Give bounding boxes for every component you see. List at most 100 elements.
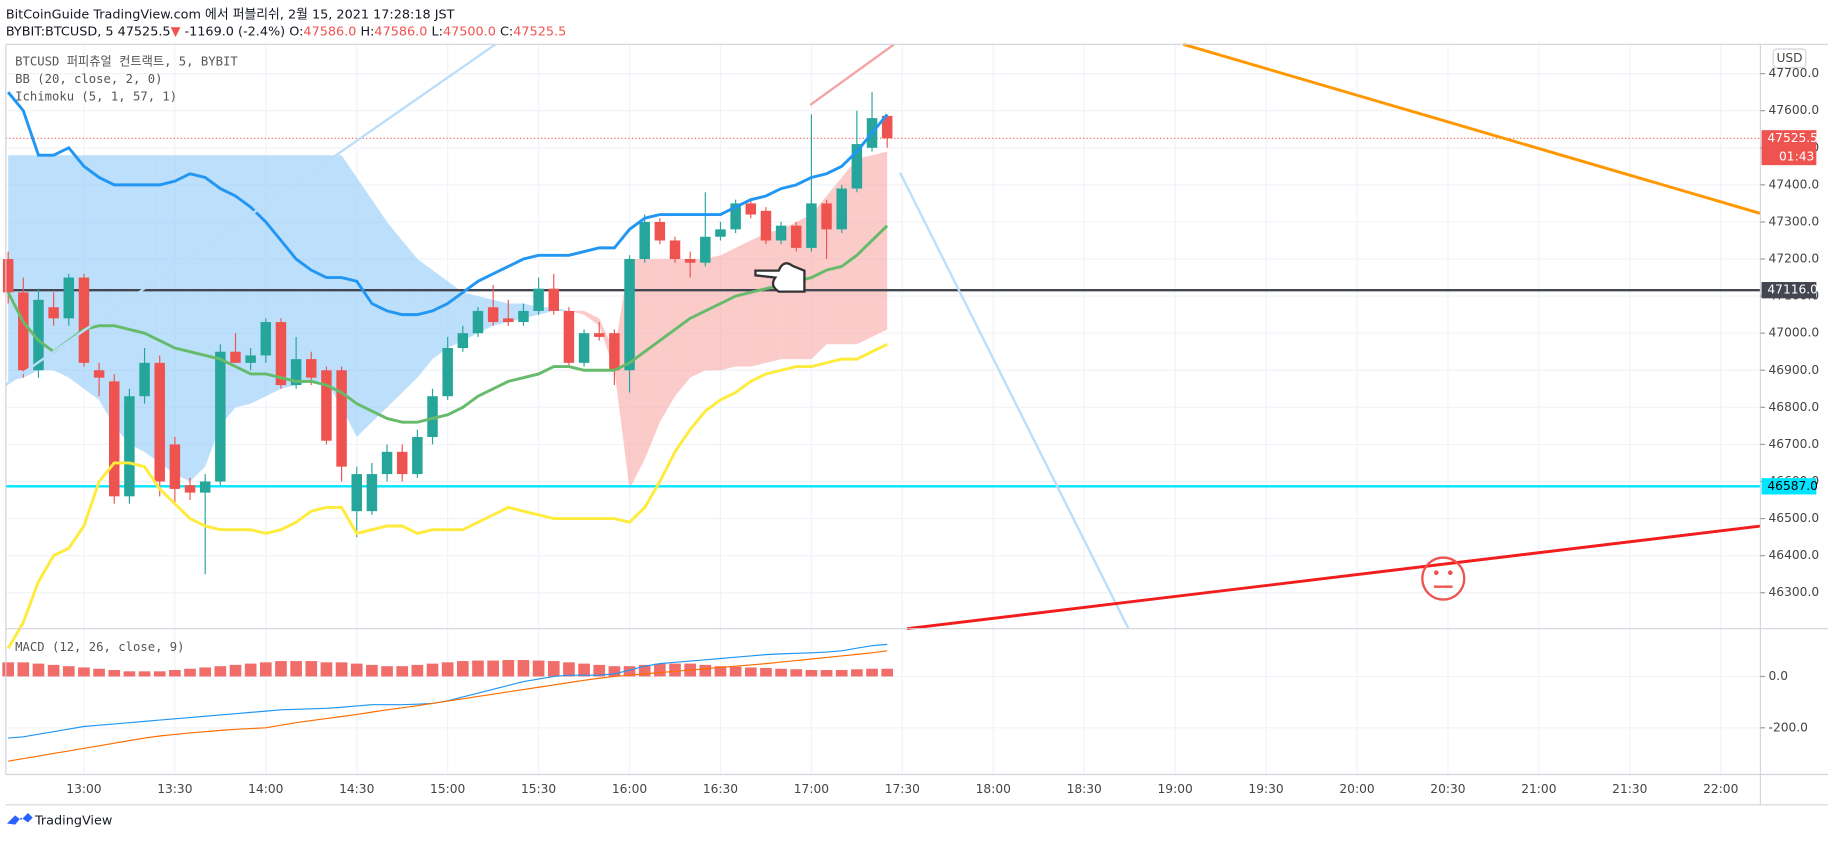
candle-body — [321, 370, 332, 441]
histogram-bar — [381, 666, 393, 677]
emoji-eye — [1433, 570, 1439, 576]
histogram-bar — [320, 662, 333, 677]
x-tick-label: 16:00 — [612, 782, 647, 796]
axes: USD 47700.047600.047500.047400.047300.04… — [5, 43, 1828, 806]
histogram-bar — [820, 670, 833, 677]
candle-body — [457, 333, 469, 349]
candle-body — [78, 277, 90, 363]
symbol-line: BYBIT:BTCUSD, 5 47525.5▼ -1169.0 (-2.4%)… — [6, 24, 566, 39]
histogram-bar — [426, 663, 439, 677]
candle-body — [593, 333, 605, 337]
candle-body — [639, 221, 650, 260]
candle-body — [290, 359, 302, 386]
candle-body — [730, 203, 741, 230]
y-tick-label: 46900.0 — [1769, 363, 1820, 377]
candle-body — [18, 292, 29, 371]
histogram-bar — [366, 664, 378, 677]
histogram-bar — [123, 671, 136, 677]
histogram-bar — [138, 671, 151, 677]
histogram-bar — [532, 660, 545, 677]
cloud-segment — [371, 199, 388, 423]
histogram-bar — [563, 662, 575, 677]
price-label: 47525.5 — [1767, 131, 1818, 145]
histogram-bar — [259, 662, 272, 677]
cloud-segment — [311, 155, 327, 382]
cloud-segment — [872, 151, 888, 337]
y-tick-label: 46400.0 — [1769, 548, 1820, 562]
price-label: 47116.0 — [1767, 283, 1818, 297]
header-line: BitCoinGuide TradingView.com 에서 퍼블리쉬, 2월… — [6, 8, 455, 23]
candle-body — [563, 310, 575, 363]
histogram-bar — [32, 663, 45, 677]
cloud-segment — [114, 155, 130, 445]
x-tick-label: 16:30 — [703, 782, 738, 796]
cloud-segment — [705, 255, 721, 371]
candle-body — [109, 381, 120, 497]
trend-line — [1182, 42, 1761, 215]
candle-body — [2, 259, 14, 293]
cloud-segment — [432, 270, 448, 360]
cloud-segment — [356, 177, 372, 438]
y-tick-label: 47200.0 — [1769, 252, 1820, 266]
candle-body — [760, 210, 772, 241]
histogram-bar — [199, 667, 212, 677]
histogram-bar — [350, 663, 363, 677]
candle-body — [230, 351, 241, 363]
candle-body — [624, 259, 635, 371]
histogram-bar — [866, 668, 878, 677]
cursor-hand — [754, 262, 806, 293]
trend-line — [809, 43, 895, 106]
histogram-bar — [699, 664, 712, 677]
candle-body — [548, 288, 560, 311]
cloud-segment — [296, 155, 312, 386]
histogram-bar — [669, 663, 681, 677]
arrow: ▼ — [171, 24, 181, 39]
countdown: 01:43 — [1779, 149, 1814, 163]
y-tick-label: 47700.0 — [1769, 66, 1820, 80]
y-tick-label: 47600.0 — [1769, 103, 1820, 117]
histogram-bar — [835, 670, 848, 677]
indicator-line — [7, 91, 889, 317]
cloud-segment — [659, 259, 676, 423]
candle-body — [806, 203, 817, 248]
x-tick-label: 22:00 — [1703, 782, 1738, 796]
candle-body — [518, 310, 529, 323]
candle-body — [336, 370, 347, 467]
candle-body — [669, 240, 681, 260]
histogram-bar — [335, 662, 348, 677]
trend-line — [906, 524, 1761, 631]
candle-body — [139, 362, 150, 397]
cloud-segment — [765, 229, 782, 363]
emoji — [1421, 556, 1466, 601]
indicator-line — [8, 650, 888, 762]
histogram-bar — [805, 670, 818, 677]
histogram-bar — [275, 661, 287, 677]
footer: TradingView — [34, 814, 112, 829]
candle-body — [381, 451, 393, 475]
candle-body — [412, 437, 423, 475]
cloud-segment — [690, 259, 706, 378]
cloud-segment — [341, 155, 357, 438]
cloud-segment — [568, 310, 585, 315]
y-tick-label: 47300.0 — [1769, 214, 1820, 228]
candle-body — [487, 307, 499, 323]
histogram-bar — [638, 664, 651, 677]
cloud-segment — [417, 259, 433, 378]
histogram-bar — [775, 668, 787, 677]
cloud-segment — [387, 221, 403, 408]
histogram-bar — [17, 662, 30, 677]
cloud-segment — [326, 155, 342, 408]
indicator-line — [6, 342, 888, 650]
x-tick-label: 18:30 — [1067, 782, 1102, 796]
histogram-bar — [93, 668, 105, 677]
price-label-box — [1761, 130, 1817, 166]
candle-body — [775, 225, 787, 241]
histogram-bar — [229, 664, 242, 677]
histogram-bar — [851, 669, 863, 677]
histogram-bar — [457, 661, 469, 677]
histogram-bar — [290, 661, 302, 677]
histogram-bar — [623, 666, 636, 677]
candle-body — [503, 318, 514, 323]
x-tick-label: 14:00 — [248, 782, 283, 796]
